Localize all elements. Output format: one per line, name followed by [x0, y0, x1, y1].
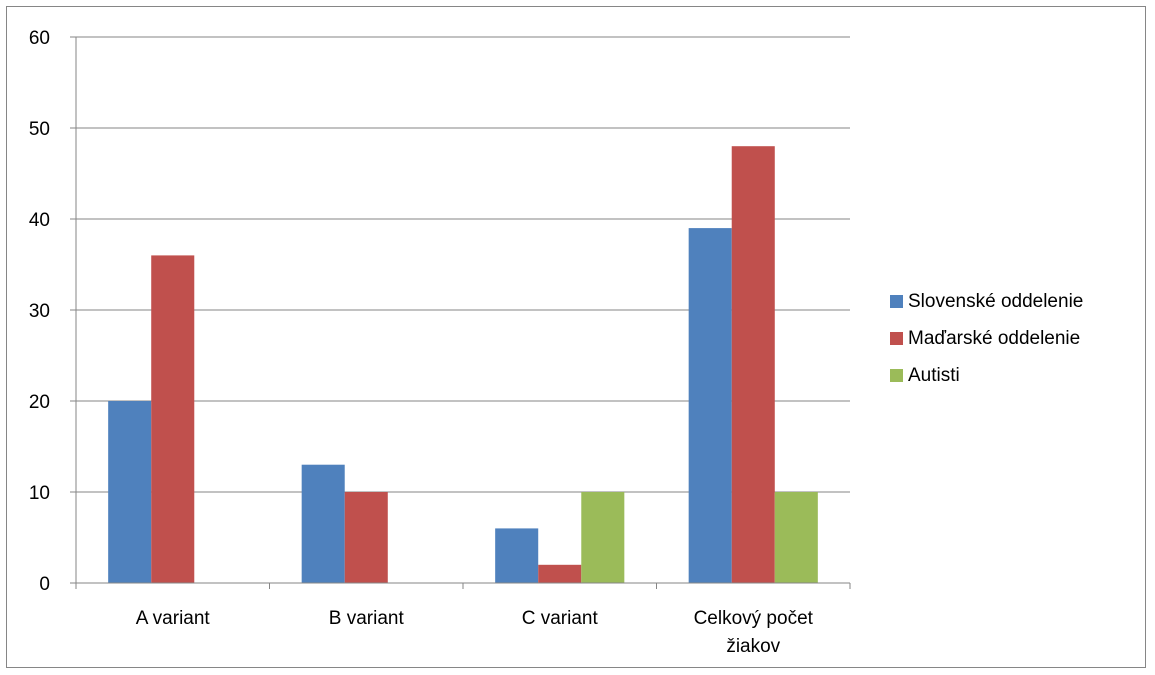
- legend-swatch: [890, 295, 903, 308]
- bar: [301, 464, 345, 583]
- y-tick-label: 30: [29, 301, 50, 322]
- bar: [774, 492, 818, 583]
- y-tick-label: 60: [29, 28, 50, 49]
- bar: [538, 564, 582, 583]
- bar: [108, 401, 152, 583]
- bar: [688, 228, 732, 583]
- y-tick-label: 0: [39, 574, 50, 595]
- legend-swatch: [890, 332, 903, 345]
- legend-item: Autisti: [890, 357, 1083, 394]
- x-category-label-line: A variant: [136, 608, 211, 629]
- x-category-label: Celkový počet žiakov: [694, 608, 814, 657]
- y-tick-label: 40: [29, 210, 50, 231]
- y-tick-label: 20: [29, 392, 50, 413]
- legend: Slovenské oddelenie Maďarské oddelenie Aut…: [890, 283, 1083, 394]
- bar: [581, 492, 625, 583]
- bar: [731, 146, 775, 583]
- legend-label: Autisti: [908, 364, 960, 386]
- y-tick-label: 10: [29, 483, 50, 504]
- x-category-label-line: Celkový počet: [694, 608, 814, 629]
- x-category-label: B variant: [329, 608, 405, 629]
- x-category-label-line: žiakov: [726, 636, 780, 657]
- x-category-labels: A variant B variant C variant Celkový počet…: [136, 608, 814, 657]
- chart-frame: [6, 6, 1146, 668]
- y-tick-label: 50: [29, 119, 50, 140]
- x-category-label: A variant: [136, 608, 211, 629]
- legend-item: Maďarské oddelenie: [890, 320, 1083, 357]
- y-tick-labels: 0 10 20 30 40 50 60: [29, 28, 50, 595]
- x-category-label-line: B variant: [329, 608, 405, 629]
- bar: [495, 528, 539, 583]
- bar: [344, 492, 388, 583]
- legend-item: Slovenské oddelenie: [890, 283, 1083, 320]
- legend-swatch: [890, 369, 903, 382]
- legend-label: Maďarské oddelenie: [908, 327, 1081, 349]
- axes: [70, 36, 851, 589]
- x-category-label-line: C variant: [522, 608, 599, 629]
- bars: [108, 146, 818, 583]
- bar: [151, 255, 195, 583]
- x-category-label: C variant: [522, 608, 599, 629]
- legend-label: Slovenské oddelenie: [908, 290, 1084, 312]
